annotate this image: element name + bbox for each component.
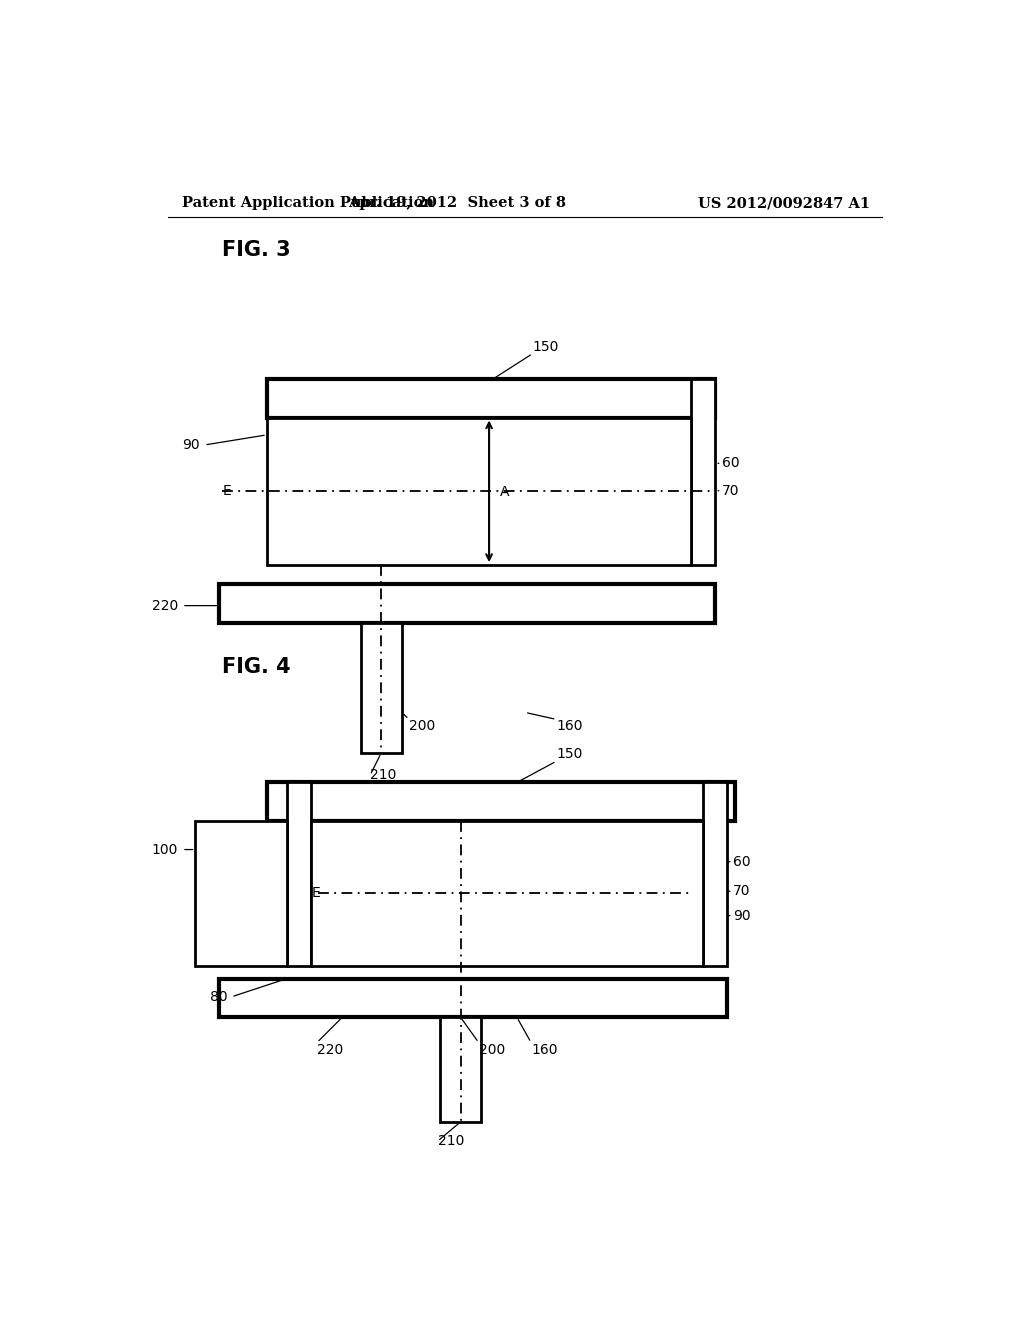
Text: A: A	[500, 484, 509, 499]
Text: 200: 200	[479, 1043, 505, 1057]
Text: 150: 150	[557, 747, 583, 762]
Text: US 2012/0092847 A1: US 2012/0092847 A1	[698, 197, 870, 210]
Text: Patent Application Publication: Patent Application Publication	[182, 197, 434, 210]
Bar	[691, 379, 715, 565]
Text: FIG. 3: FIG. 3	[221, 240, 290, 260]
Text: 200: 200	[409, 719, 435, 734]
Text: Apr. 19, 2012  Sheet 3 of 8: Apr. 19, 2012 Sheet 3 of 8	[348, 197, 566, 210]
Text: 100: 100	[152, 842, 178, 857]
Bar	[440, 1018, 481, 1122]
Text: 80: 80	[210, 990, 227, 1005]
Text: 70: 70	[733, 884, 751, 898]
Text: 70: 70	[722, 483, 739, 498]
Text: 60: 60	[722, 457, 739, 470]
Text: 160: 160	[531, 1043, 558, 1057]
Bar	[360, 623, 401, 752]
Text: 90: 90	[182, 438, 201, 451]
Bar	[219, 585, 715, 623]
Text: FIG. 4: FIG. 4	[221, 656, 290, 677]
Bar	[703, 783, 727, 966]
Text: 210: 210	[370, 768, 396, 783]
Text: 90: 90	[733, 908, 751, 923]
Bar	[267, 783, 735, 821]
Bar	[287, 783, 310, 966]
Bar	[219, 978, 727, 1018]
Text: 150: 150	[532, 339, 559, 354]
Bar	[267, 379, 715, 417]
Text: 160: 160	[557, 719, 583, 734]
Text: 220: 220	[316, 1043, 343, 1057]
Text: 60: 60	[733, 855, 751, 869]
Text: E: E	[311, 886, 321, 900]
Text: 220: 220	[152, 598, 178, 612]
Bar	[310, 821, 703, 966]
Bar	[196, 821, 287, 966]
Text: E: E	[222, 483, 231, 498]
Text: 210: 210	[437, 1134, 464, 1148]
Bar	[267, 417, 691, 565]
